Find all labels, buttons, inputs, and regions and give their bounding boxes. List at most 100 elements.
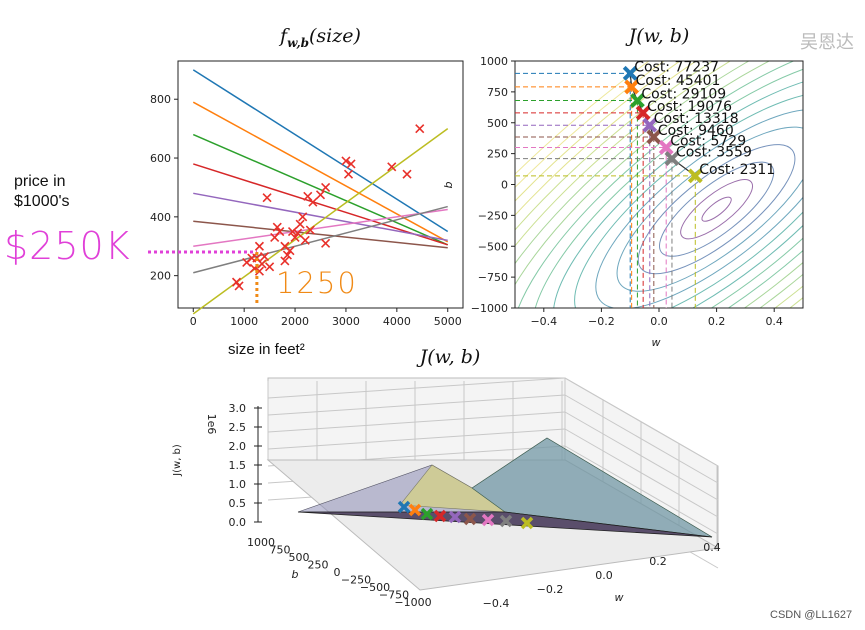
plot3-marker-stroke	[448, 510, 462, 524]
plot1-point-stroke	[231, 277, 242, 287]
plot3-w-tick-label: 0.0	[595, 569, 613, 582]
plot3-marker-stroke	[481, 513, 495, 527]
plot3-marker-stroke	[520, 516, 534, 530]
plot3-z-tick-label: 1.0	[229, 478, 247, 491]
plot3-b-tick-label: 250	[308, 559, 329, 572]
plot1-data-point	[272, 222, 282, 232]
plot2-marker-stroke	[658, 140, 674, 155]
plot1-data-point	[282, 250, 292, 260]
plot1-x-tick-label: 4000	[383, 315, 411, 328]
plot1-data-point	[265, 262, 275, 272]
plot1-point-stroke	[305, 225, 315, 235]
plot1-data-point	[305, 225, 315, 235]
plot1-y-tick-label: 400	[150, 211, 171, 224]
plot3-w-tick-label: 0.4	[703, 541, 721, 554]
plot1-y-tick-label: 800	[150, 93, 171, 106]
plot1-data-point	[341, 156, 351, 166]
plot2-contour-line	[574, 91, 803, 308]
plot3-b-tick-label: −500	[360, 581, 390, 594]
plot1-point-stroke	[280, 256, 290, 266]
plot3-path-marker	[448, 510, 462, 524]
plot1-x-tick-label: 3000	[332, 315, 360, 328]
plot1-point-stroke	[341, 156, 351, 166]
plot1-model-line	[193, 208, 448, 247]
plot2-contour-line	[515, 61, 803, 308]
plot1-data-point	[315, 190, 326, 200]
plot1-data-point	[402, 169, 412, 179]
plot2-contour-line	[680, 179, 753, 240]
plot1-point-stroke	[254, 241, 264, 251]
size-axis-annotation: size in feet²	[228, 341, 305, 358]
plot1-point-stroke	[321, 182, 331, 193]
plot1-data-point	[254, 241, 264, 251]
corner-logo: 吴恩达	[800, 32, 854, 52]
plot1-point-stroke	[275, 226, 285, 237]
plot1-x-tick-label: 5000	[434, 315, 462, 328]
plot1-point-stroke	[308, 197, 318, 207]
plot2-path-marker	[622, 65, 638, 81]
plot1-model-line	[192, 69, 449, 233]
plot2-cost-label: Cost: 45401	[636, 73, 721, 89]
plot1-data-point	[262, 193, 272, 203]
plot1-point-stroke	[265, 262, 275, 272]
plot1-point-stroke	[259, 251, 270, 262]
plot1-point-stroke	[315, 190, 326, 200]
plot1-point-stroke	[287, 226, 298, 237]
plot2-y-tick-label: −750	[478, 271, 508, 284]
plot1-point-stroke	[272, 222, 282, 232]
plot2-contour-line	[515, 61, 803, 308]
plot1-data-point	[234, 281, 244, 291]
plot1-data-point	[275, 226, 285, 237]
plot3-b-tick-label: 750	[270, 544, 291, 557]
plot1-point-stroke	[293, 228, 303, 238]
plot2-marker-stroke	[687, 168, 703, 184]
plot3-title: J(w, b)	[416, 346, 481, 368]
plot3-b-tick-label: −1000	[394, 596, 431, 609]
plot3-marker-stroke	[397, 500, 411, 514]
plot2-cost-label: Cost: 5729	[670, 133, 746, 149]
plot3-z-scale-label: 1e6	[205, 414, 218, 435]
plot3-surface-valley	[297, 511, 713, 538]
plot1-x-tick-label: 1000	[230, 315, 258, 328]
plot2-y-tick-label: −250	[478, 209, 508, 222]
plot1-data-point	[280, 256, 290, 266]
plot2-x-tick-label: −0.4	[530, 315, 557, 328]
plot2-y-tick-label: 1000	[480, 55, 508, 68]
plot1-point-stroke	[282, 250, 292, 260]
plot3-path-marker	[520, 516, 534, 530]
plot1-data-point	[295, 219, 305, 229]
plot1-data-point	[387, 162, 397, 172]
plot2-path-marker	[624, 79, 640, 95]
plot2-y-tick-label: 250	[487, 148, 508, 161]
plot3-b-tick-label: −750	[379, 589, 409, 602]
plot2-path-marker	[687, 168, 703, 184]
plot2-path-marker	[635, 105, 651, 121]
plot2-path-marker	[664, 151, 680, 166]
plot1-data-point	[287, 226, 298, 237]
plot1-point-stroke	[303, 191, 313, 201]
plot3-z-tick-label: 0.0	[229, 516, 247, 529]
plot1-data-point	[259, 251, 270, 262]
plot2-contour-line	[701, 196, 732, 222]
plot3-path-marker	[397, 500, 411, 514]
plot3-w-axis-label: w	[615, 591, 624, 604]
plot1-point-stroke	[415, 124, 425, 134]
plot3-z-tick-label: 3.0	[229, 402, 247, 415]
plot2-cost-label: Cost: 29109	[641, 87, 726, 103]
plot1-point-stroke	[234, 281, 244, 291]
plot1-point-stroke	[280, 241, 290, 251]
plot1-model-line	[193, 220, 448, 249]
plot1-point-stroke	[387, 162, 397, 172]
plot2-x-tick-label: 0.0	[650, 315, 668, 328]
plot2-y-tick-label: −500	[478, 240, 508, 253]
plot2-contour-line	[637, 144, 796, 275]
plot1-point-stroke	[321, 238, 331, 248]
plot3-path-marker	[481, 513, 495, 527]
plot2-marker-stroke	[635, 105, 651, 121]
plot1-data-point	[290, 232, 300, 242]
plot1-point-stroke	[254, 266, 264, 276]
plot1-point-stroke	[295, 219, 305, 229]
price-annotation-line: price in	[14, 173, 66, 190]
watermark-text: CSDN @LL1627	[770, 609, 853, 621]
